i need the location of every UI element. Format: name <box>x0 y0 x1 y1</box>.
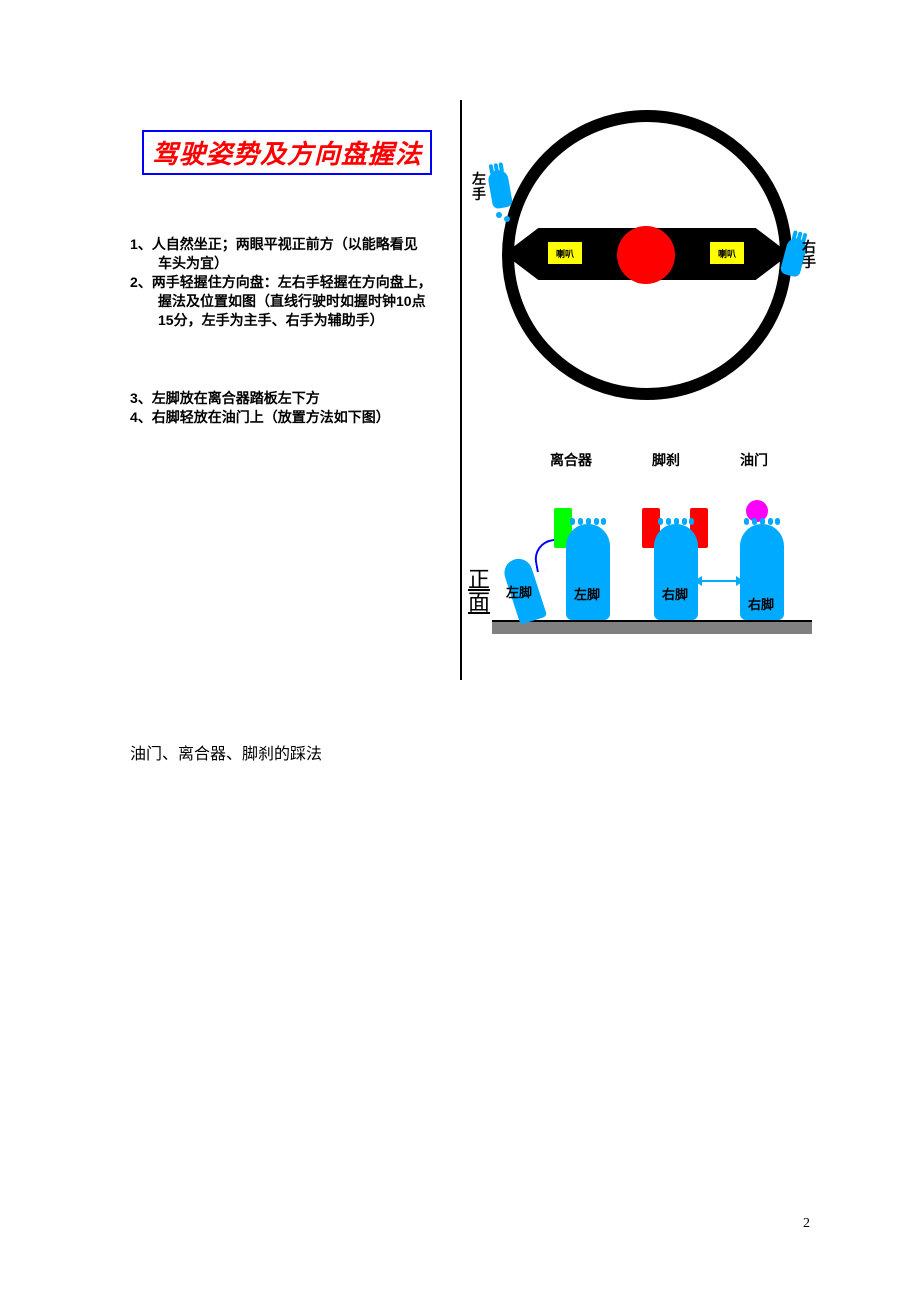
toe-dots-icon <box>740 518 784 526</box>
steering-wheel-diagram: 喇叭 喇叭 左手 右手 <box>462 100 822 420</box>
page: 驾驶姿势及方向盘握法 1、人自然坐正；两眼平视正前方（以能略看见 车头为宜） 2… <box>0 0 920 1302</box>
double-arrow-icon <box>702 580 736 582</box>
left-hand-icon <box>487 169 513 210</box>
section-2-heading: 油门、离合器、脚刹的踩法 <box>130 740 322 764</box>
right-foot-brake-icon <box>654 524 698 620</box>
main-figure: 驾驶姿势及方向盘握法 1、人自然坐正；两眼平视正前方（以能略看见 车头为宜） 2… <box>130 100 820 680</box>
instruction-2-cont2: 15分，左手为主手、右手为辅助手） <box>130 311 460 330</box>
instruction-3: 3、左脚放在离合器踏板左下方 <box>130 389 460 408</box>
front-view-label: 正面 <box>468 568 494 614</box>
instruction-1: 1、人自然坐正；两眼平视正前方（以能略看见 <box>130 235 460 254</box>
toe-dots-icon <box>566 518 610 526</box>
ground-icon <box>492 620 812 634</box>
left-hand-label: 左手 <box>470 172 488 203</box>
pedal-diagram: 离合器 脚刹 油门 正面 左脚 左脚 <box>462 450 822 670</box>
brake-label: 脚刹 <box>652 450 680 470</box>
page-title: 驾驶姿势及方向盘握法 <box>152 140 422 169</box>
dot-icon <box>504 216 510 222</box>
instruction-block-1: 1、人自然坐正；两眼平视正前方（以能略看见 车头为宜） 2、两手轻握住方向盘：左… <box>130 235 460 329</box>
instruction-2-cont1: 握法及位置如图（直线行驶时如握时钟10点 <box>130 292 460 311</box>
left-foot-small-label: 左脚 <box>506 582 532 601</box>
instruction-2: 2、两手轻握住方向盘：左右手轻握在方向盘上， <box>130 273 460 292</box>
left-foot-label: 左脚 <box>574 584 600 603</box>
right-hand-label: 右手 <box>800 240 818 271</box>
clutch-label: 离合器 <box>550 450 592 470</box>
right-foot-accel-label: 右脚 <box>748 594 774 613</box>
accel-label: 油门 <box>740 450 768 470</box>
horn-left-label: 喇叭 <box>548 242 582 264</box>
instruction-4: 4、右脚轻放在油门上（放置方法如下图） <box>130 408 460 427</box>
page-number: 2 <box>803 1216 810 1232</box>
left-column: 驾驶姿势及方向盘握法 1、人自然坐正；两眼平视正前方（以能略看见 车头为宜） 2… <box>130 100 460 680</box>
title-box: 驾驶姿势及方向盘握法 <box>142 130 432 175</box>
right-column: 喇叭 喇叭 左手 右手 离合器 脚刹 油门 正面 左脚 <box>460 100 820 680</box>
instruction-block-2: 3、左脚放在离合器踏板左下方 4、右脚轻放在油门上（放置方法如下图） <box>130 389 460 427</box>
instruction-1-cont: 车头为宜） <box>130 254 460 273</box>
right-foot-brake-label: 右脚 <box>662 584 688 603</box>
dot-icon <box>496 212 502 218</box>
wheel-hub-icon <box>617 226 675 284</box>
toe-dots-icon <box>654 518 698 526</box>
horn-right-label: 喇叭 <box>710 242 744 264</box>
left-foot-icon <box>566 524 610 620</box>
